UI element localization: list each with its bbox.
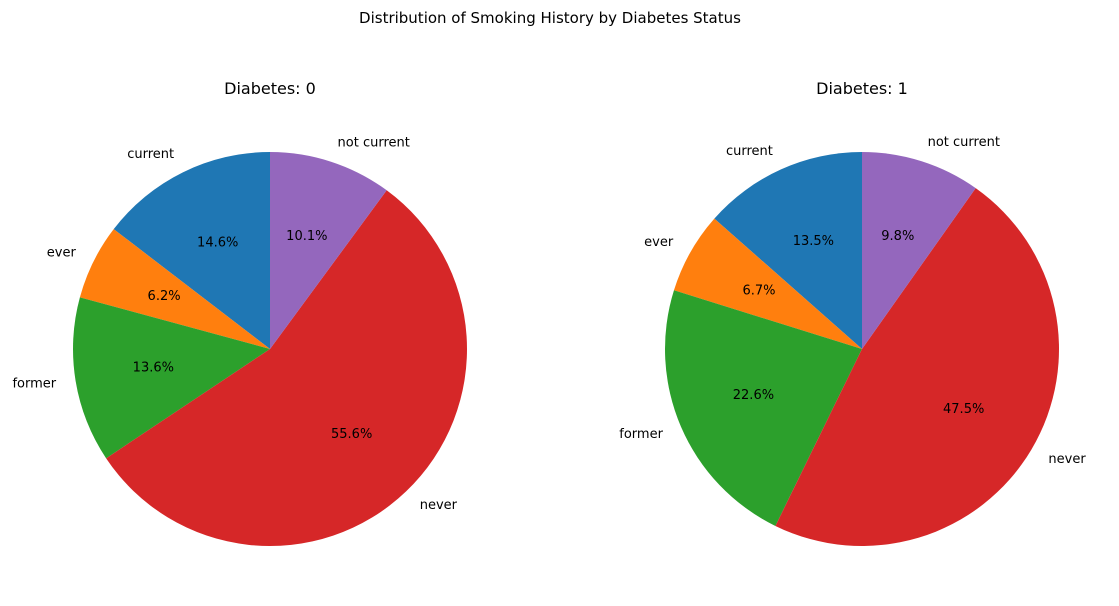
- category-label-current: current: [127, 147, 174, 162]
- category-label-current: current: [726, 144, 773, 159]
- category-label-former: former: [619, 427, 663, 442]
- pie-slice-not-current: [270, 152, 387, 349]
- percent-label-ever: 6.2%: [148, 289, 181, 304]
- category-label-not-current: not current: [338, 136, 410, 151]
- pie-percent-labels: 14.6% 6.2% 13.6% 55.6% 10.1%: [133, 229, 373, 442]
- pie-slice-ever: [79, 229, 270, 349]
- pie-percent-labels: 13.5% 6.7% 22.6% 47.5% 9.8%: [733, 229, 985, 417]
- percent-label-current: 14.6%: [197, 235, 238, 250]
- pie-slice-former: [664, 290, 862, 526]
- category-label-ever: ever: [644, 235, 674, 250]
- pie-category-labels: current ever former never not current: [12, 136, 457, 514]
- pie-chart-diabetes-1: Diabetes: 1 13.5% 6.7% 22.6% 47.5% 9.8% curr…: [619, 79, 1086, 547]
- category-label-never: never: [420, 498, 458, 513]
- percent-label-not-current: 10.1%: [286, 229, 327, 244]
- percent-label-former: 13.6%: [133, 361, 174, 376]
- percent-label-current: 13.5%: [793, 234, 834, 249]
- pie-slice-current: [714, 152, 862, 349]
- pie-category-labels: current ever former never not current: [619, 135, 1086, 467]
- pie-slice-never: [775, 188, 1059, 547]
- pie-slice-current: [113, 152, 270, 349]
- pie-slice-former: [73, 297, 270, 459]
- category-label-not-current: not current: [928, 135, 1000, 150]
- pie-slice-never: [106, 190, 467, 546]
- percent-label-former: 22.6%: [733, 388, 774, 403]
- pie-chart-diabetes-0: Diabetes: 0 14.6% 6.2% 13.6% 55.6% 10.1% cur…: [12, 79, 467, 546]
- percent-label-never: 55.6%: [331, 427, 372, 442]
- category-label-never: never: [1048, 452, 1086, 467]
- percent-label-never: 47.5%: [943, 402, 984, 417]
- pie-title: Diabetes: 1: [816, 79, 908, 98]
- pie-slices: [664, 152, 1059, 547]
- percent-label-ever: 6.7%: [743, 283, 776, 298]
- category-label-ever: ever: [47, 245, 77, 260]
- pie-slice-ever: [673, 218, 862, 349]
- pie-slice-not-current: [862, 152, 976, 349]
- pie-slices: [73, 152, 467, 546]
- figure-title: Distribution of Smoking History by Diabe…: [359, 9, 741, 27]
- percent-label-not-current: 9.8%: [881, 229, 914, 244]
- pie-title: Diabetes: 0: [224, 79, 316, 98]
- category-label-former: former: [12, 376, 56, 391]
